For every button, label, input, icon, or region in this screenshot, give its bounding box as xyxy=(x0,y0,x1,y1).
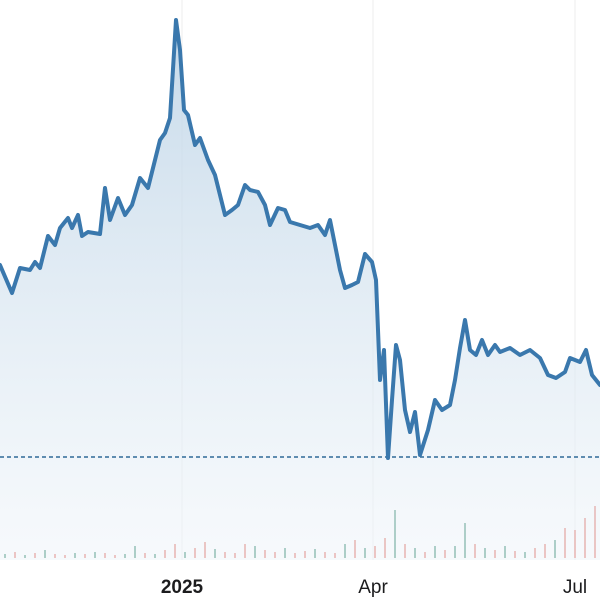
x-tick-label: Jul xyxy=(563,577,587,598)
x-tick-label: Apr xyxy=(358,577,388,598)
x-tick-label: 2025 xyxy=(161,577,204,598)
area xyxy=(0,20,600,560)
price-line xyxy=(0,18,600,460)
